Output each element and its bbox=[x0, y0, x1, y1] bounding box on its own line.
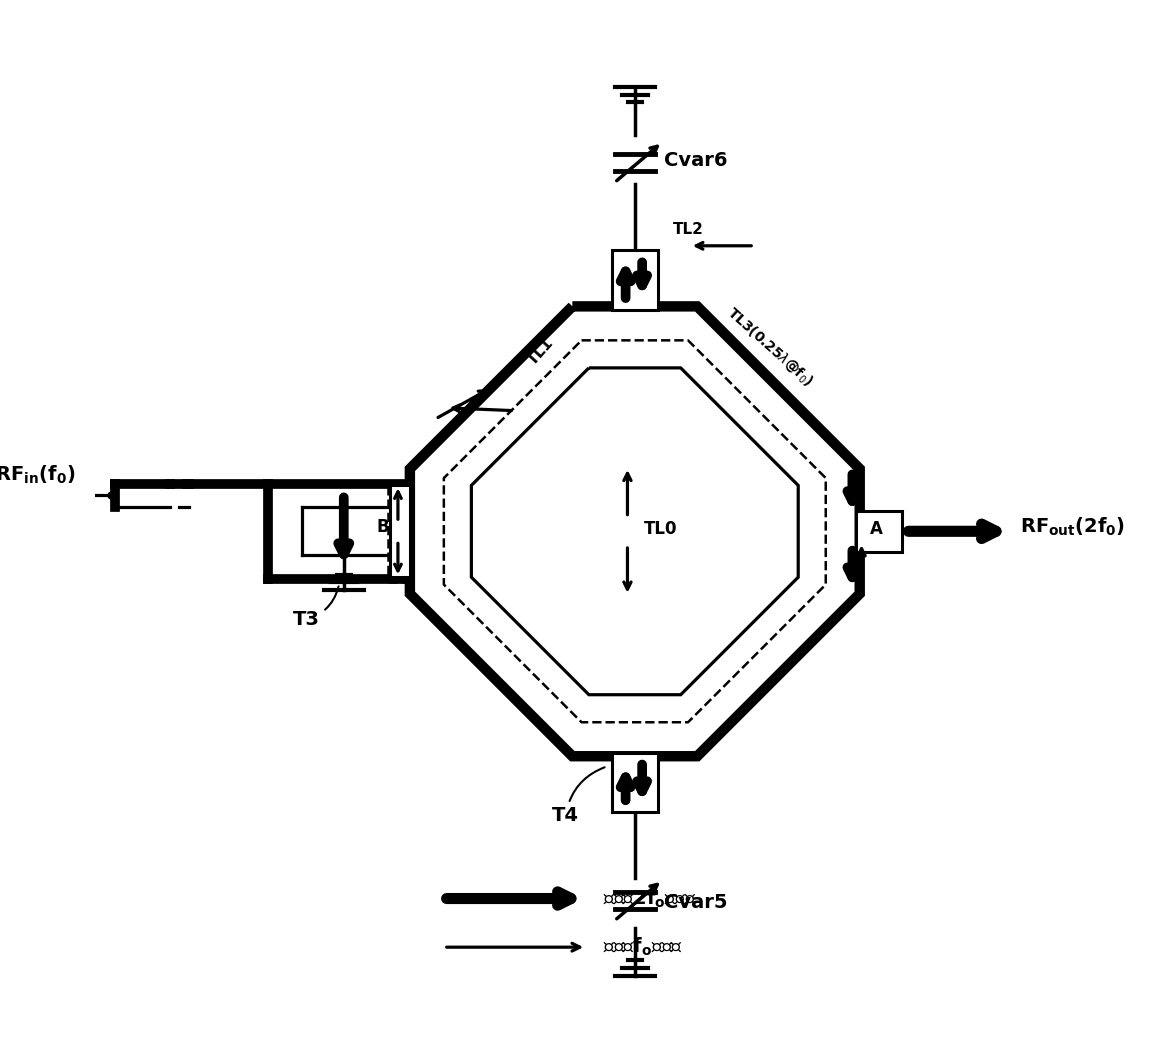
Bar bbox=[856, 511, 902, 552]
Text: TL1: TL1 bbox=[524, 335, 556, 367]
Text: A: A bbox=[870, 520, 883, 538]
Text: Cvar5: Cvar5 bbox=[664, 893, 728, 912]
Text: $\mathbf{RF_{out}(2f_0)}$: $\mathbf{RF_{out}(2f_0)}$ bbox=[1021, 515, 1125, 538]
Bar bbox=[389, 486, 410, 577]
Text: $\mathbf{RF_{in}(f_0)}$: $\mathbf{RF_{in}(f_0)}$ bbox=[0, 464, 75, 486]
Text: TL3(0.25$\lambda$@f$_0$): TL3(0.25$\lambda$@f$_0$) bbox=[723, 304, 816, 391]
Text: T3: T3 bbox=[293, 586, 339, 629]
Bar bbox=[388, 481, 408, 582]
Text: TL0: TL0 bbox=[644, 520, 677, 538]
Text: Cvar6: Cvar6 bbox=[664, 151, 728, 170]
Bar bbox=[612, 250, 657, 310]
Text: TL2: TL2 bbox=[674, 222, 704, 237]
Text: B: B bbox=[376, 517, 389, 536]
Text: T4: T4 bbox=[553, 767, 604, 825]
Text: 频率为$\mathbf{2f_o}$的信号: 频率为$\mathbf{2f_o}$的信号 bbox=[602, 888, 696, 910]
Text: 频率为$\mathbf{f_o}$的信号: 频率为$\mathbf{f_o}$的信号 bbox=[602, 936, 682, 958]
Bar bbox=[612, 753, 657, 812]
